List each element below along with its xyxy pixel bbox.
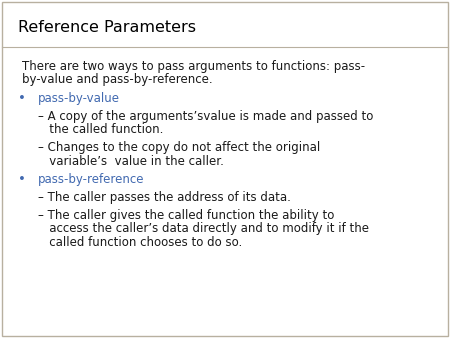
Text: by-value and pass-by-reference.: by-value and pass-by-reference. — [22, 73, 212, 87]
Text: – The caller passes the address of its data.: – The caller passes the address of its d… — [38, 191, 291, 204]
Text: Reference Parameters: Reference Parameters — [18, 20, 196, 35]
Text: pass-by-value: pass-by-value — [38, 92, 120, 105]
Text: the called function.: the called function. — [38, 123, 163, 137]
Text: – A copy of the arguments’svalue is made and passed to: – A copy of the arguments’svalue is made… — [38, 110, 374, 123]
Text: •: • — [18, 92, 26, 105]
Text: •: • — [18, 173, 26, 186]
Text: pass-by-reference: pass-by-reference — [38, 173, 144, 186]
Text: access the caller’s data directly and to modify it if the: access the caller’s data directly and to… — [38, 222, 369, 235]
Text: called function chooses to do so.: called function chooses to do so. — [38, 236, 242, 248]
Text: – The caller gives the called function the ability to: – The caller gives the called function t… — [38, 209, 334, 221]
Text: There are two ways to pass arguments to functions: pass-: There are two ways to pass arguments to … — [22, 60, 365, 73]
Text: variable’s  value in the caller.: variable’s value in the caller. — [38, 154, 224, 168]
Text: – Changes to the copy do not affect the original: – Changes to the copy do not affect the … — [38, 141, 320, 154]
FancyBboxPatch shape — [2, 2, 448, 336]
